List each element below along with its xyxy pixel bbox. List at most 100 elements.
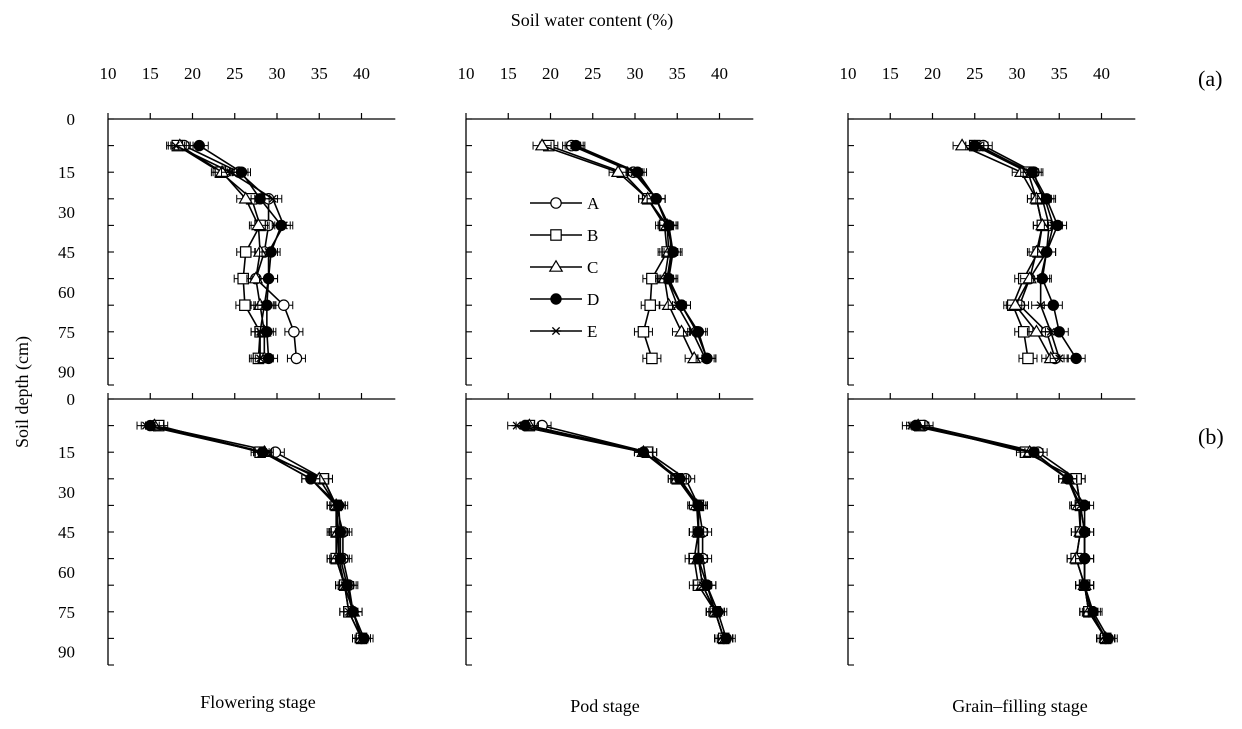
panel-b-pod-point-E-60: [693, 554, 704, 563]
panel-b-pod-point-E-40: [693, 501, 704, 510]
panel-a-grain-filling-x-tick-label-40: 40: [1093, 64, 1110, 83]
x-axis-title: Soil water content (%): [511, 10, 673, 31]
panel-a-flowering-x-tick-label-25: 25: [226, 64, 243, 83]
panel-b-grain-filling-point-E-60: [1079, 554, 1090, 563]
panel-a-pod-x-tick-label-40: 40: [711, 64, 728, 83]
panel-a-pod-point-C-70: [661, 297, 677, 310]
legend-label-A: A: [587, 194, 600, 213]
column-title-flowering: Flowering stage: [200, 692, 315, 712]
panel-b-flowering-y-tick-label-75: 75: [58, 603, 75, 622]
panel-a-pod-x-tick-label-25: 25: [584, 64, 601, 83]
panel-a-flowering-point-A-90: [290, 352, 303, 365]
panel-a-flowering-point-E-50: [263, 247, 274, 257]
panel-a-pod-point-E-40: [663, 221, 674, 230]
panel-a-grain-filling-x-tick-label-25: 25: [966, 64, 983, 83]
panel-a-flowering-x-tick-label-15: 15: [142, 64, 159, 83]
panel-a-flowering-point-C-50: [252, 244, 268, 257]
panel-b-pod-series-E: [507, 421, 734, 643]
panel-a-pod-point-C-90: [686, 351, 702, 364]
panel-a-flowering-y-tick-label-0: 0: [67, 110, 76, 129]
panel-b-flowering-y-tick-label-30: 30: [58, 483, 75, 502]
panel-a-pod-point-E-70: [672, 301, 683, 310]
panel-a-flowering-point-E-30: [267, 194, 278, 203]
panel-a-pod-series-E: [564, 141, 715, 363]
panel-a-grain-filling-point-D-90: [1070, 352, 1082, 365]
panel-a-flowering-point-E-60: [263, 274, 274, 283]
panel-a-grain-filling-point-E-20: [1024, 168, 1035, 177]
panel-a-flowering-y-tick-label-75: 75: [58, 323, 75, 342]
panel-b-grain-filling-point-E-80: [1086, 607, 1097, 616]
panel-b-flowering-point-E-80: [343, 607, 355, 616]
panel-a-grain-filling-point-C-60: [1022, 271, 1037, 284]
panel-b-grain-filling-point-E-20: [1028, 448, 1040, 457]
panel-a-grain-filling-point-E-60: [1035, 274, 1046, 283]
panel-a-grain-filling-x-tick-label-20: 20: [924, 64, 941, 83]
legend-item-D: D: [530, 290, 599, 309]
panel-a-pod-point-B-90: [646, 352, 658, 365]
panel-a-pod-x-tick-label-35: 35: [669, 64, 686, 83]
panel-a-grain-filling-x-tick-label-35: 35: [1051, 64, 1068, 83]
panel-a-grain-filling-point-C-50: [1029, 244, 1044, 257]
panel-a-grain-filling-point-C-90: [1043, 351, 1059, 364]
panel-a-pod-line-B: [548, 144, 668, 359]
panel-a-grain-filling-point-E-10: [973, 141, 985, 150]
panel-b-flowering-point-E-20: [257, 448, 268, 457]
panel-b-pod-point-E-50: [693, 527, 704, 537]
panel-b-grain-filling-point-E-40: [1075, 501, 1086, 510]
panel-a-pod-point-B-70: [644, 299, 657, 311]
panel-a-pod-point-C-80: [674, 324, 689, 337]
panel-a-flowering-x-tick-label-40: 40: [353, 64, 370, 83]
row-label-a: (a): [1198, 66, 1222, 91]
legend-label-E: E: [587, 322, 597, 341]
panel-b-flowering-point-E-90: [356, 634, 367, 643]
panel-a-flowering-x-tick-label-30: 30: [269, 64, 286, 83]
panel-a-pod-x-tick-label-30: 30: [627, 64, 644, 83]
row-label-b: (b): [1198, 424, 1224, 449]
panel-a-grain-filling-x-tick-label-10: 10: [840, 64, 857, 83]
panel-a-grain-filling-point-E-30: [1039, 194, 1051, 203]
panel-b-flowering-y-tick-label-90: 90: [58, 643, 75, 662]
panel-a-pod: 10 15 20 25 30 35 40: [458, 64, 754, 386]
panel-a-flowering-point-A-70: [277, 299, 290, 311]
column-title-pod: Pod stage: [570, 696, 640, 716]
panel-a-flowering-point-C-40: [251, 218, 266, 231]
panel-b-flowering-point-E-40: [330, 501, 342, 510]
legend-item-B: B: [530, 226, 598, 245]
panel-b-grain-filling-point-E-90: [1100, 634, 1111, 643]
panel-a-flowering-point-B-70: [239, 299, 251, 311]
panel-a-grain-filling-x-tick-label-15: 15: [882, 64, 899, 83]
panel-a-grain-filling-point-E-40: [1048, 221, 1059, 230]
panel-a-grain-filling-point-C-20: [1013, 164, 1029, 177]
panel-a-flowering-point-C-20: [214, 164, 230, 177]
panel-a-grain-filling-point-C-10: [954, 138, 970, 151]
panel-b-grain-filling-point-E-50: [1079, 527, 1090, 537]
panel-b-grain-filling-point-E-10: [906, 421, 917, 430]
panel-a-grain-filling-point-C-30: [1029, 191, 1044, 204]
panel-a-flowering-point-E-70: [259, 301, 270, 310]
panel-b-grain-filling: [847, 393, 1136, 666]
panel-a-pod-point-E-80: [687, 327, 698, 336]
panel-b-pod-point-E-20: [638, 448, 649, 457]
panel-b-flowering-y-tick-label-60: 60: [58, 563, 75, 582]
legend-item-E: E: [530, 322, 597, 341]
panel-a-grain-filling-x-tick-label-30: 30: [1009, 64, 1026, 83]
panel-a-grain-filling-point-E-90: [1054, 354, 1065, 363]
legend-marker-B: [550, 229, 562, 241]
column-title-grain-filling: Grain–filling stage: [952, 696, 1087, 716]
panel-a-grain-filling-point-E-70: [1035, 301, 1046, 310]
panel-a-flowering-point-C-60: [248, 271, 264, 284]
legend-item-C: C: [530, 258, 598, 277]
panel-a-pod-point-E-20: [629, 168, 641, 177]
panel-a-flowering: 10 15 20 25 30 35 40 0 15 30 45 60 75 90: [58, 64, 396, 386]
panel-b-pod-point-E-80: [710, 607, 721, 616]
panel-a-flowering-point-B-50: [239, 246, 252, 258]
panel-a-grain-filling: 10 15 20 25 30 35 40: [840, 64, 1136, 386]
panel-a-grain-filling-series-E: [969, 141, 1069, 363]
legend-label-B: B: [587, 226, 598, 245]
legend-marker-A: [550, 197, 562, 209]
panel-a-flowering-point-E-80: [254, 327, 266, 336]
panel-a-grain-filling-point-C-40: [1035, 218, 1050, 231]
